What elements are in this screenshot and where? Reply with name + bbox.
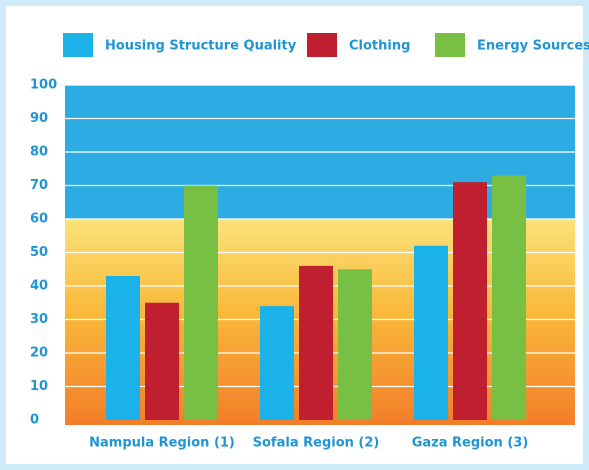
x-tick-label: Sofala Region (2) [253, 436, 380, 451]
y-tick-label: 0 [30, 413, 39, 428]
x-tick-label: Gaza Region (3) [412, 436, 529, 451]
y-tick-label: 100 [30, 78, 57, 93]
legend-swatch [63, 33, 93, 57]
y-tick-label: 60 [30, 212, 48, 227]
y-tick-label: 90 [30, 111, 48, 126]
bar [414, 246, 448, 420]
x-tick-label: Nampula Region (1) [89, 436, 235, 451]
bar [338, 269, 372, 420]
y-tick-label: 30 [30, 312, 48, 327]
chart: Housing Structure Quality Clothing Energy … [0, 0, 589, 470]
legend-swatch [307, 33, 337, 57]
y-tick-label: 50 [30, 245, 48, 260]
bar [145, 303, 179, 420]
legend-label: Housing Structure Quality [105, 39, 297, 54]
y-tick-label: 20 [30, 346, 48, 361]
bar [106, 276, 140, 420]
y-tick-label: 70 [30, 178, 48, 193]
bar [260, 306, 294, 420]
bar [453, 182, 487, 420]
bar [492, 175, 526, 420]
legend-swatch [435, 33, 465, 57]
y-tick-label: 40 [30, 279, 48, 294]
y-tick-label: 10 [30, 379, 48, 394]
page: Housing Structure Quality Clothing Energy … [0, 0, 589, 470]
legend-label: Energy Sources [477, 39, 589, 54]
y-tick-label: 80 [30, 145, 48, 160]
legend-label: Clothing [349, 39, 410, 54]
bar [299, 266, 333, 420]
bar [184, 186, 218, 421]
